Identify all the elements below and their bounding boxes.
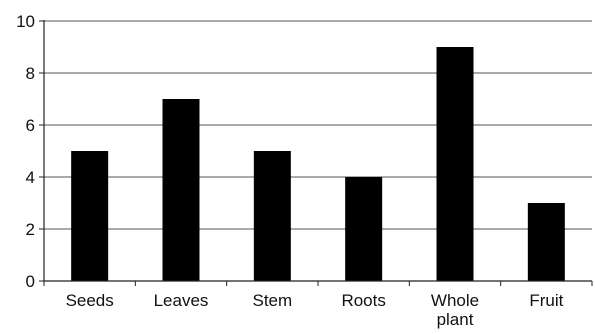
y-tick-label: 2 <box>26 220 35 239</box>
x-tick-label: Fruit <box>529 291 563 310</box>
y-tick-label: 8 <box>26 64 35 83</box>
x-tick-label: Stem <box>252 291 292 310</box>
y-tick-label: 0 <box>26 272 35 291</box>
bar <box>162 99 200 281</box>
y-tick-label: 10 <box>16 12 35 31</box>
bar <box>345 177 383 281</box>
y-tick-label: 4 <box>26 168 35 187</box>
x-tick-label: Leaves <box>154 291 209 310</box>
y-tick-label: 6 <box>26 116 35 135</box>
bar <box>527 203 565 281</box>
x-tick-label: Seeds <box>66 291 114 310</box>
x-tick-labels: Seeds Leaves Stem Roots Whole plant Fruit <box>66 291 564 329</box>
x-tick-label: Whole plant <box>431 291 479 329</box>
bar <box>71 151 109 281</box>
axes <box>39 20 593 286</box>
x-tick-label: Roots <box>341 291 385 310</box>
y-tick-labels: 0 2 4 6 8 10 <box>16 12 35 291</box>
gridlines <box>44 20 592 230</box>
bar <box>253 151 291 281</box>
bar <box>436 47 474 281</box>
bars <box>71 47 565 281</box>
